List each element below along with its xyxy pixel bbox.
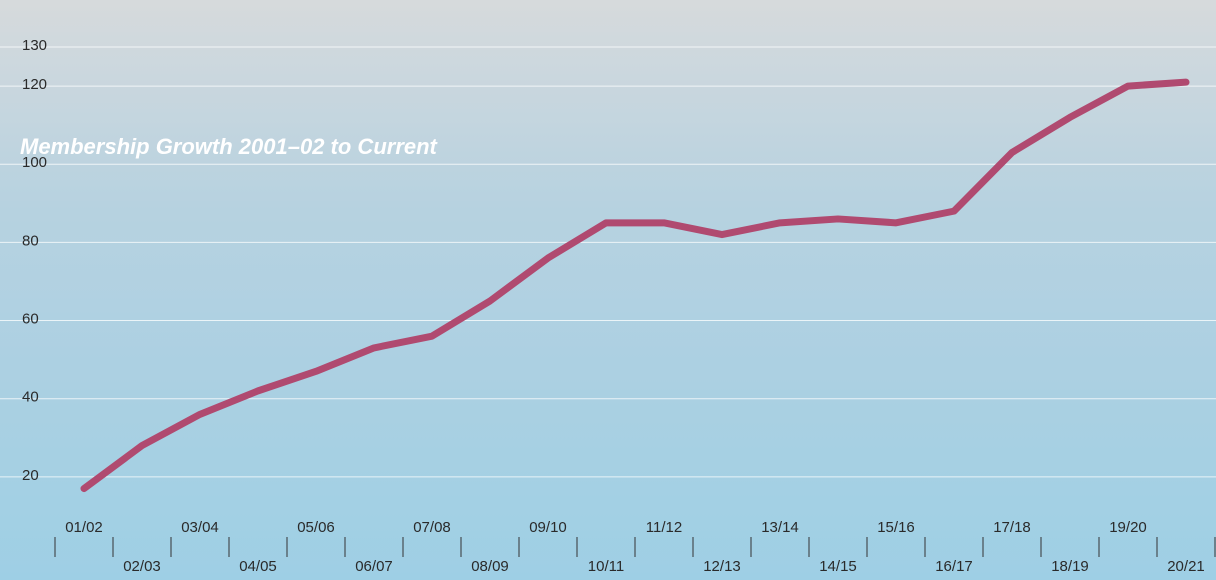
y-tick-label: 100 — [22, 154, 47, 171]
x-tick-label: 17/18 — [993, 519, 1031, 536]
y-tick-label: 80 — [22, 232, 39, 249]
x-tick-label: 02/03 — [123, 558, 161, 575]
x-tick-label: 16/17 — [935, 558, 973, 575]
x-tick-label: 04/05 — [239, 558, 277, 575]
y-tick-label: 20 — [22, 467, 39, 484]
x-tick-label: 14/15 — [819, 558, 857, 575]
x-tick-label: 06/07 — [355, 558, 393, 575]
x-tick-label: 09/10 — [529, 519, 567, 536]
x-tick-label: 15/16 — [877, 519, 915, 536]
x-tick-label: 05/06 — [297, 519, 335, 536]
y-tick-label: 40 — [22, 389, 39, 406]
overlay — [0, 0, 1216, 580]
x-tick-label: 11/12 — [646, 519, 682, 536]
y-tick-label: 60 — [22, 311, 39, 328]
x-tick-label: 07/08 — [413, 519, 451, 536]
x-tick-label: 10/11 — [588, 558, 624, 575]
x-tick-label: 01/02 — [65, 519, 103, 536]
x-tick-label: 18/19 — [1051, 558, 1089, 575]
x-tick-label: 20/21 — [1167, 558, 1205, 575]
x-tick-label: 12/13 — [703, 558, 741, 575]
x-tick-label: 03/04 — [181, 519, 219, 536]
chart-title: Membership Growth 2001–02 to Current — [20, 134, 439, 159]
x-tick-label: 13/14 — [761, 519, 799, 536]
x-tick-label: 19/20 — [1109, 519, 1147, 536]
y-tick-label: 130 — [22, 37, 47, 54]
x-tick-label: 08/09 — [471, 558, 509, 575]
chart: Membership Growth 2001–02 to Current 20 4… — [0, 0, 1216, 580]
y-tick-label: 120 — [22, 76, 47, 93]
